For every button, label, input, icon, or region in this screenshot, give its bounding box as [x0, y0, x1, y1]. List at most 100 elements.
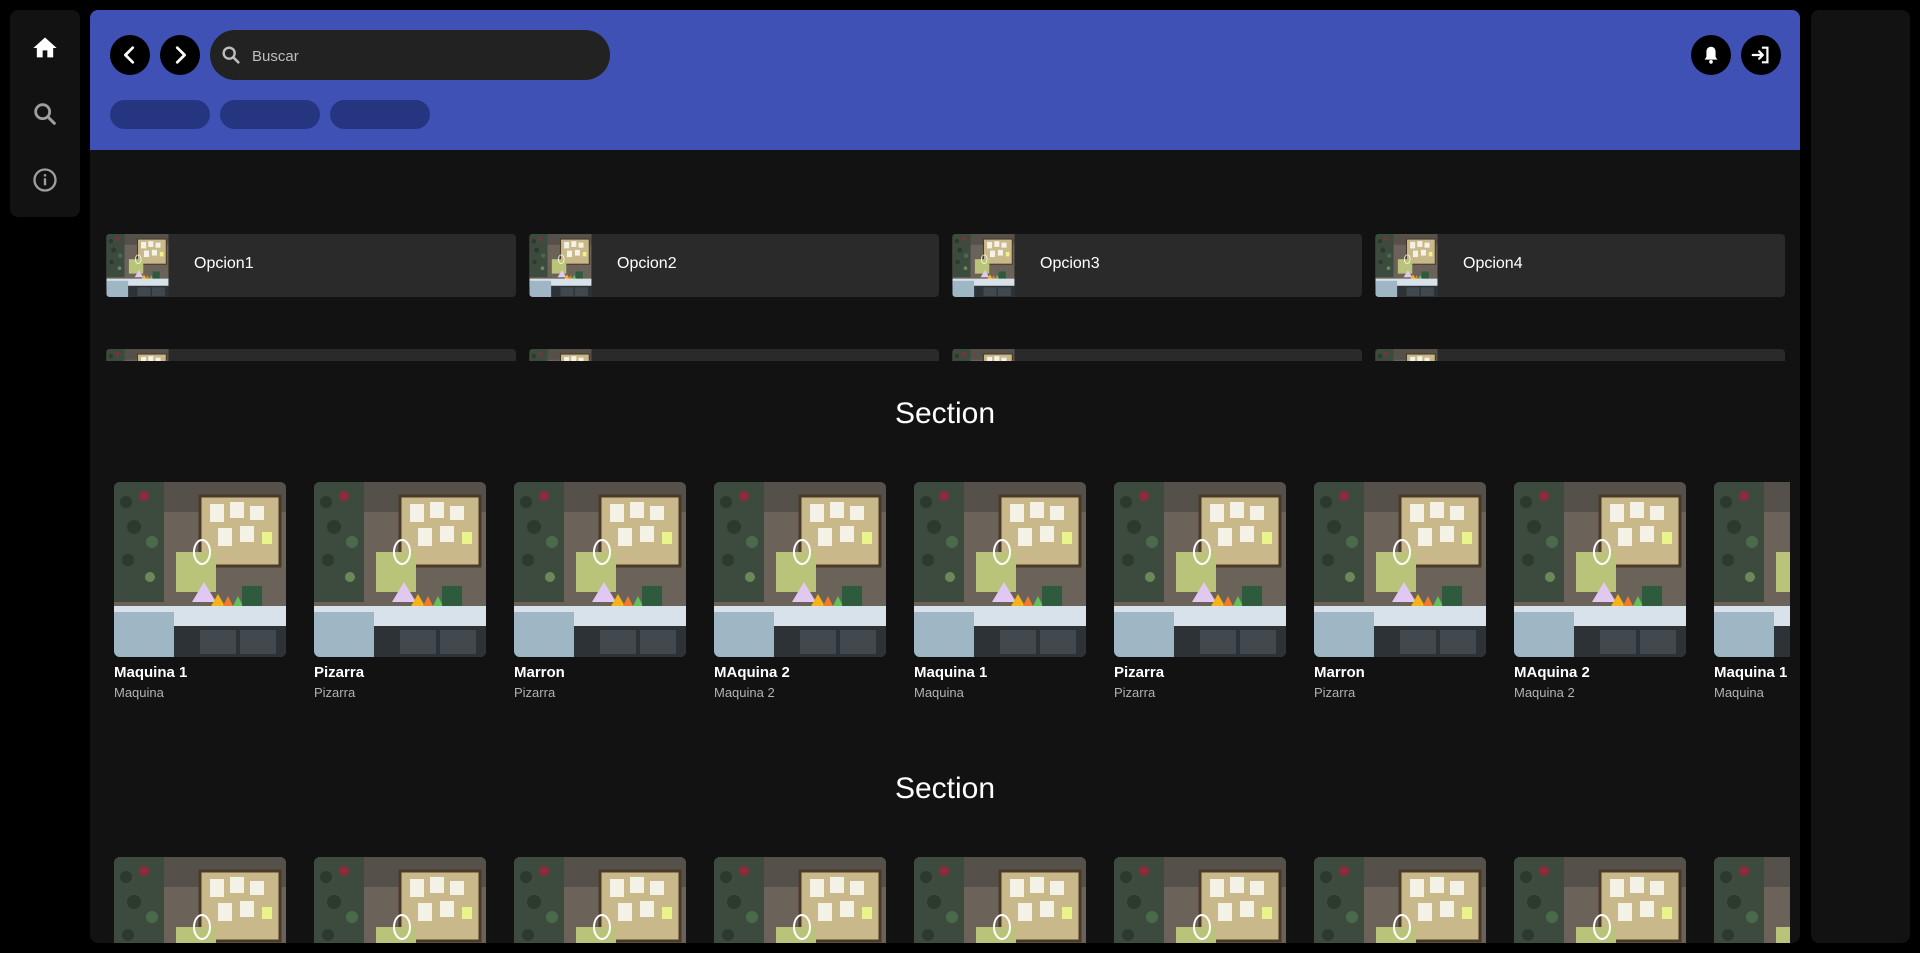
card-artwork	[914, 482, 1086, 657]
media-card[interactable]	[114, 857, 286, 943]
media-card[interactable]: MAquina 2 Maquina 2	[1514, 482, 1686, 700]
card-subtitle: Maquina	[1714, 685, 1764, 700]
card-title: Maquina 1	[914, 664, 988, 681]
media-card[interactable]: Pizarra Pizarra	[314, 482, 486, 700]
media-card[interactable]: Pizarra Pizarra	[1114, 482, 1286, 700]
card-artwork	[1314, 482, 1486, 657]
media-card[interactable]: Maquina 1 Maquina	[114, 482, 286, 700]
card-subtitle: Maquina	[914, 685, 964, 700]
media-card[interactable]	[1714, 857, 1790, 943]
chevron-right-icon	[175, 46, 186, 64]
quick-options-grid: Opcion1 Opcion2 Opcion3 Opcion4	[106, 234, 1786, 361]
quick-option-3[interactable]: Opcion3	[952, 234, 1362, 297]
media-card[interactable]: Marron Pizarra	[1314, 482, 1486, 700]
media-card[interactable]: Maquina 1 Maquina	[914, 482, 1086, 700]
right-panel	[1811, 10, 1910, 943]
media-card[interactable]: Maquina 1 Maquina	[1714, 482, 1790, 700]
card-artwork	[714, 857, 886, 943]
top-bar	[90, 10, 1800, 150]
card-title: MAquina 2	[1514, 664, 1590, 681]
card-subtitle: Pizarra	[314, 685, 356, 700]
section-title: Section	[894, 397, 996, 430]
option-thumbnail	[529, 234, 592, 297]
card-artwork	[1514, 482, 1686, 657]
quick-option-4[interactable]: Opcion4	[1375, 234, 1785, 297]
media-card[interactable]	[1514, 857, 1686, 943]
quick-option-label: Opcion1	[194, 255, 254, 272]
card-artwork	[914, 857, 1086, 943]
section-carousel	[114, 857, 1790, 943]
card-subtitle: Pizarra	[1114, 685, 1156, 700]
home-icon[interactable]	[31, 34, 59, 62]
quick-option-8[interactable]	[1375, 349, 1785, 361]
card-artwork	[1314, 857, 1486, 943]
media-card[interactable]: Marron Pizarra	[514, 482, 686, 700]
card-artwork	[114, 857, 286, 943]
quick-option-7[interactable]	[952, 349, 1362, 361]
card-subtitle: Pizarra	[1314, 685, 1356, 700]
search-input[interactable]	[250, 30, 594, 82]
filter-chip-1[interactable]	[110, 100, 210, 129]
card-artwork	[314, 857, 486, 943]
card-artwork	[114, 482, 286, 657]
option-thumbnail	[952, 349, 1015, 361]
forward-button[interactable]	[160, 35, 200, 75]
card-artwork	[514, 482, 686, 657]
option-thumbnail	[1375, 349, 1438, 361]
card-artwork	[314, 482, 486, 657]
filter-chip-3[interactable]	[330, 100, 430, 129]
card-subtitle: Maquina	[114, 685, 164, 700]
media-card[interactable]: MAquina 2 Maquina 2	[714, 482, 886, 700]
main-content: Opcion1 Opcion2 Opcion3 Opcion4 Section	[90, 10, 1800, 943]
search-bar[interactable]	[210, 30, 610, 82]
login-icon	[1751, 46, 1769, 64]
card-title: Maquina 1	[114, 664, 188, 681]
search-icon	[222, 46, 240, 64]
card-subtitle: Maquina 2	[1514, 685, 1575, 700]
quick-option-5[interactable]	[106, 349, 516, 361]
notifications-button[interactable]	[1691, 35, 1731, 75]
quick-option-2[interactable]: Opcion2	[529, 234, 939, 297]
card-title: Marron	[514, 664, 565, 681]
card-title: Pizarra	[1114, 664, 1165, 681]
card-title: Maquina 1	[1714, 664, 1788, 681]
card-title: Pizarra	[314, 664, 365, 681]
option-thumbnail	[529, 349, 592, 361]
option-thumbnail	[1375, 234, 1438, 297]
media-card[interactable]	[714, 857, 886, 943]
quick-option-label: Opcion4	[1463, 255, 1523, 272]
media-card[interactable]	[314, 857, 486, 943]
card-subtitle: Pizarra	[514, 685, 556, 700]
card-artwork	[1514, 857, 1686, 943]
media-card[interactable]	[1314, 857, 1486, 943]
card-artwork	[514, 857, 686, 943]
quick-option-label: Opcion2	[617, 255, 677, 272]
card-title: MAquina 2	[714, 664, 790, 681]
quick-option-1[interactable]: Opcion1	[106, 234, 516, 297]
quick-option-label: Opcion3	[1040, 255, 1100, 272]
card-artwork	[714, 482, 886, 657]
filter-chip-2[interactable]	[220, 100, 320, 129]
card-title: Marron	[1314, 664, 1365, 681]
quick-option-6[interactable]	[529, 349, 939, 361]
option-thumbnail	[106, 234, 169, 297]
section-carousel: Maquina 1 Maquina Pizarra Pizarra Marron…	[114, 482, 1790, 722]
section-title: Section	[894, 772, 996, 805]
option-thumbnail	[106, 349, 169, 361]
bell-icon	[1704, 46, 1718, 64]
search-icon[interactable]	[31, 100, 59, 128]
login-button[interactable]	[1741, 35, 1781, 75]
card-artwork	[1714, 857, 1790, 943]
media-card[interactable]	[514, 857, 686, 943]
media-card[interactable]	[914, 857, 1086, 943]
card-artwork	[1114, 857, 1286, 943]
back-button[interactable]	[110, 35, 150, 75]
info-icon[interactable]	[31, 166, 59, 194]
left-sidebar	[10, 10, 80, 217]
option-thumbnail	[952, 234, 1015, 297]
chevron-left-icon	[124, 46, 135, 64]
card-artwork	[1714, 482, 1790, 657]
card-artwork	[1114, 482, 1286, 657]
card-subtitle: Maquina 2	[714, 685, 775, 700]
media-card[interactable]	[1114, 857, 1286, 943]
